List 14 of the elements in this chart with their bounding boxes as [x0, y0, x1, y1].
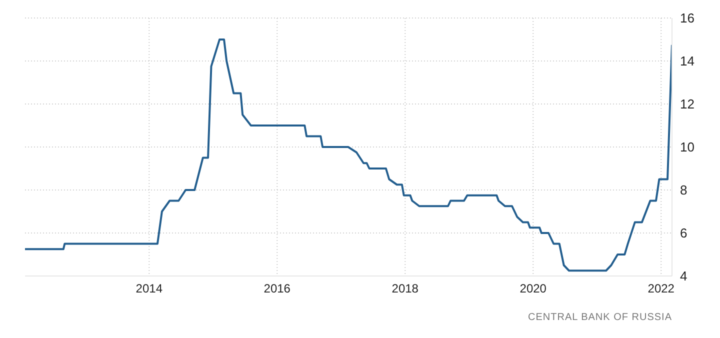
y-tick-label: 6	[680, 226, 688, 241]
x-tick-label: 2018	[392, 282, 419, 296]
x-tick-label: 2022	[648, 282, 675, 296]
y-tick-label: 14	[680, 54, 694, 69]
line-series	[25, 38, 672, 272]
text: CENTRAL BANK OF RUSSIA	[527, 312, 673, 323]
y-tick-label: 8	[680, 182, 688, 198]
y-tick-label: 4	[680, 268, 688, 284]
x-tick-label: 2016	[264, 282, 291, 296]
x-tick-label: 2020	[520, 282, 547, 296]
y-tick-label: 16	[680, 10, 694, 26]
x-tick-label: 2014	[136, 282, 163, 296]
y-tick-label: 10	[680, 140, 694, 155]
y-tick-label: 12	[680, 96, 694, 112]
